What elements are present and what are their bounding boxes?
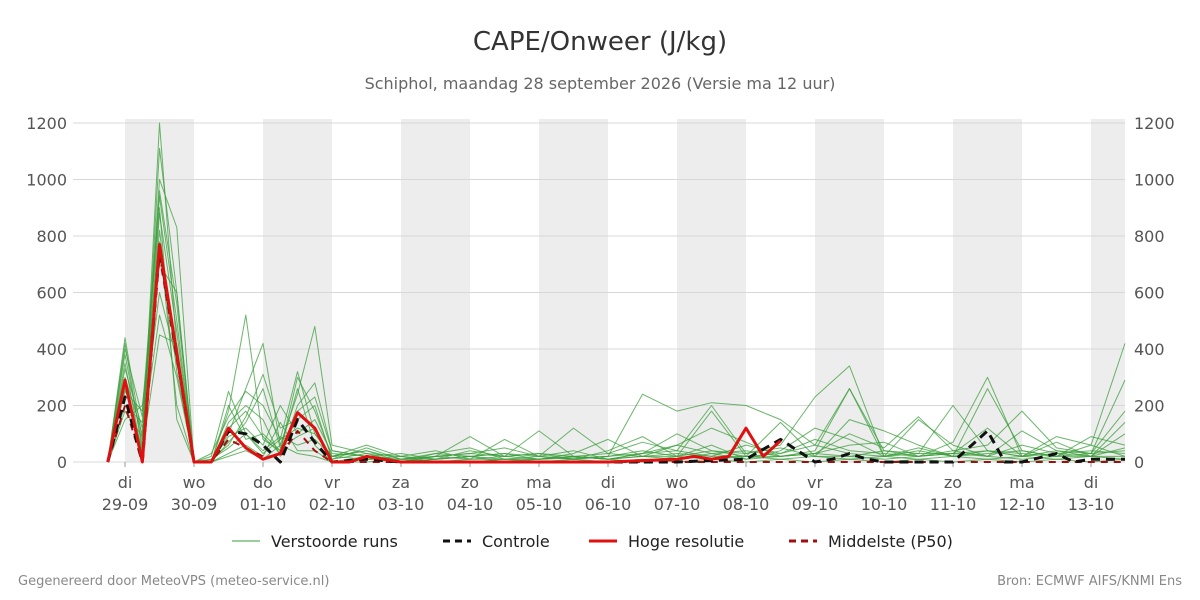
x-tick-date: 09-10 [792,495,839,514]
legend-label: Hoge resolutie [628,532,744,551]
legend-label: Controle [482,532,550,551]
weekend-bands [125,119,1125,462]
x-tick-day: ma [1009,473,1034,492]
day-band [401,119,470,462]
y-tick-label: 400 [36,340,67,359]
hires-line [106,243,782,464]
x-tick-day: do [253,473,273,492]
x-tick-day: di [1084,473,1099,492]
y-tick-label: 200 [1134,397,1165,416]
x-tick-date: 08-10 [723,495,770,514]
y-tick-label: 1200 [1134,114,1175,133]
x-tick-day: vr [807,473,823,492]
y-tick-label: 400 [1134,340,1165,359]
y-tick-label: 0 [57,453,67,472]
y-tick-label: 1200 [26,114,67,133]
y-tick-label: 800 [36,227,67,246]
y-tick-label: 1000 [26,171,67,190]
x-axis: di 29-09 wo 30-09 do 01-10 vr 02-10 za 03-10 zo 04-… [102,462,1115,514]
day-band [953,119,1022,462]
footer-source: Bron: ECMWF AIFS/KNMI Ens [997,574,1182,589]
x-tick-date: 12-10 [999,495,1046,514]
chart-subtitle: Schiphol, maandag 28 september 2026 (Ver… [365,74,836,93]
y-tick-label: 1000 [1134,171,1175,190]
series-lines [106,122,1126,464]
x-tick-date: 30-09 [171,495,218,514]
x-tick-date: 10-10 [861,495,908,514]
day-band [1091,119,1125,462]
x-tick-date: 05-10 [516,495,563,514]
y-tick-label: 200 [36,397,67,416]
y-axis-right: 0 200 400 600 800 1000 1200 [1134,114,1175,472]
x-tick-date: 06-10 [585,495,632,514]
y-tick-label: 600 [1134,284,1165,303]
x-tick-day: wo [183,473,206,492]
x-tick-day: di [601,473,616,492]
x-tick-date: 29-09 [102,495,149,514]
x-tick-date: 13-10 [1068,495,1115,514]
x-tick-day: za [392,473,410,492]
x-tick-day: ma [526,473,551,492]
x-tick-date: 01-10 [240,495,287,514]
legend-label: Verstoorde runs [271,532,398,551]
day-band [677,119,746,462]
x-tick-date: 02-10 [309,495,356,514]
x-tick-date: 03-10 [378,495,425,514]
y-axis-left: 0 200 400 600 800 1000 1200 [26,114,67,472]
x-tick-day: do [736,473,756,492]
x-tick-day: zo [944,473,962,492]
y-tick-label: 600 [36,284,67,303]
x-tick-date: 04-10 [447,495,494,514]
legend: Verstoorde runs Controle Hoge resolutie Mid… [232,532,953,551]
footer-generated: Gegenereerd door MeteoVPS (meteo-service… [18,574,329,589]
x-tick-day: vr [324,473,340,492]
x-tick-date: 11-10 [930,495,977,514]
x-tick-date: 07-10 [654,495,701,514]
day-band [539,119,608,462]
y-tick-label: 0 [1134,453,1144,472]
x-tick-day: di [118,473,133,492]
legend-label: Middelste (P50) [828,532,953,551]
x-tick-day: za [875,473,893,492]
x-tick-day: zo [461,473,479,492]
chart-title: CAPE/Onweer (J/kg) [473,27,727,57]
y-tick-label: 800 [1134,227,1165,246]
day-band [815,119,884,462]
x-tick-day: wo [666,473,689,492]
